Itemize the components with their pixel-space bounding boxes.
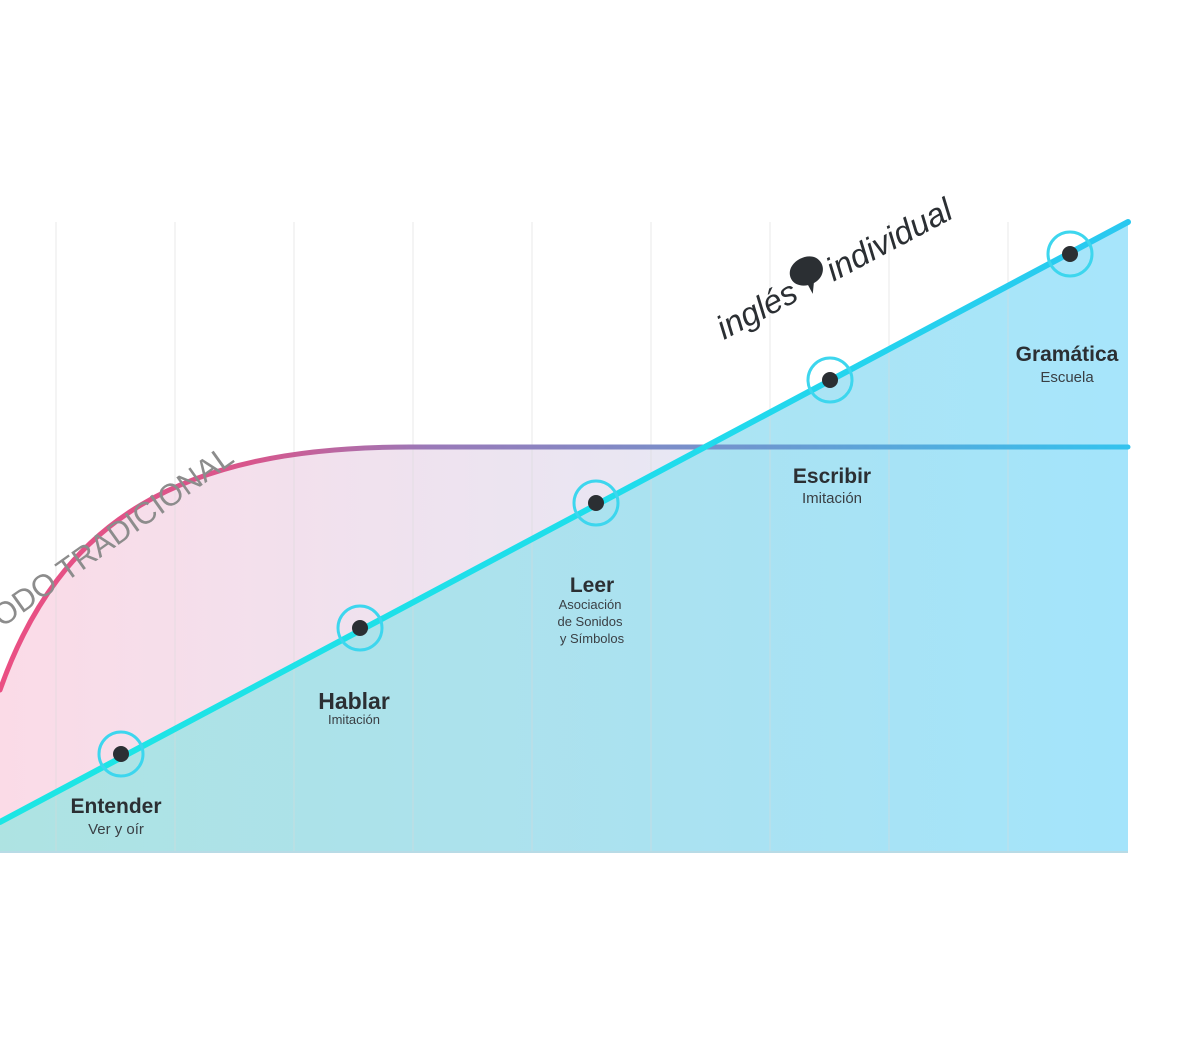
step-marker [806,356,854,404]
step-subtitle: Imitación [802,490,862,507]
brand-logo-right: individual [819,190,959,288]
marker-dot [113,746,129,762]
marker-dot [822,372,838,388]
step-marker [336,604,384,652]
step-marker [572,479,620,527]
method-area [0,222,1128,852]
marker-dot [352,620,368,636]
step-marker [1046,230,1094,278]
step-gramatica: Gramática Escuela [1016,343,1119,386]
method-line [0,219,1131,825]
marker-ring [1046,230,1094,278]
step-title: Hablar [318,688,390,714]
step-leer: Leer Asociación de Sonidos y Símbolos [557,574,624,646]
brand-logo-left: inglés [710,273,804,346]
brand-logo: inglés individual [710,190,960,346]
speech-bubble-icon [789,256,823,294]
marker-ring [336,604,384,652]
step-entender: Entender Ver y oír [70,795,161,838]
step-subtitle: Escuela [1040,369,1094,386]
grid-lines [55,222,1009,852]
marker-ring [806,356,854,404]
step-subtitle: Asociación [559,597,622,612]
step-subtitle: de Sonidos [557,614,623,629]
step-title: Escribir [793,465,871,488]
step-hablar: Hablar Imitación [318,688,390,727]
step-subtitle: Ver y oír [88,821,144,838]
step-escribir: Escribir Imitación [793,465,871,507]
step-marker [97,730,145,778]
marker-ring [97,730,145,778]
step-subtitle: y Símbolos [560,631,625,646]
marker-ring [572,479,620,527]
step-title: Leer [570,574,614,597]
traditional-curve [0,444,1131,693]
step-title: Gramática [1016,343,1119,366]
marker-dot [1062,246,1078,262]
marker-dot [588,495,604,511]
step-title: Entender [70,795,161,818]
step-subtitle: Imitación [328,712,380,727]
